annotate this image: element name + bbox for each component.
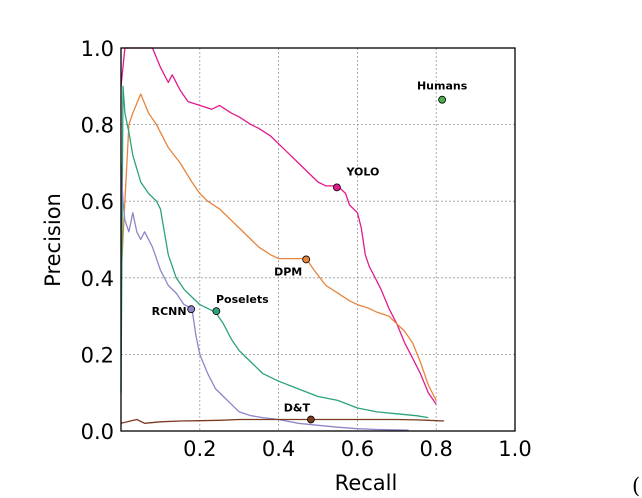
x-tick-label: 0.4: [262, 437, 295, 461]
point-marker-yolo: [333, 183, 341, 192]
series-line-dt: [120, 418, 445, 424]
point-marker-poselets: [212, 307, 221, 316]
point-markers: [187, 95, 447, 424]
point-label-poselets: Poselets: [216, 293, 269, 306]
x-tick-label: 1.0: [498, 437, 531, 461]
point-marker-rcnn: [187, 305, 196, 314]
series-line-yolo: [120, 47, 437, 405]
x-tick-label: 0.2: [183, 437, 216, 461]
series-line-poselets: [120, 85, 429, 419]
y-tick-label: 0.6: [81, 190, 114, 214]
plot-frame: [120, 47, 516, 432]
grid-lines: [121, 48, 515, 431]
point-label-humans: Humans: [417, 80, 468, 93]
y-tick-label: 0.8: [81, 114, 114, 138]
y-tick-label: 0.2: [81, 343, 114, 367]
point-marker-dpm: [302, 255, 311, 264]
series-line-rcnn: [120, 162, 409, 431]
point-marker-dt: [307, 415, 315, 424]
tick-labels: 0.2 0.4 0.6 0.8 1.0 0.0 0.2 0.4 0.6 0.8 1.0: [81, 37, 532, 461]
point-marker-humans: [438, 95, 447, 104]
point-label-yolo: YOLO: [345, 165, 379, 178]
point-labels: Humans YOLO DPM Poselets RCNN D&T: [152, 80, 468, 415]
x-axis-title: Recall: [335, 471, 398, 495]
x-tick-label: 0.8: [419, 437, 452, 461]
y-axis-title: Precision: [41, 193, 65, 287]
point-label-dt: D&T: [284, 402, 311, 415]
series-line-dpm: [120, 93, 437, 401]
clipped-caption-char: (: [632, 474, 641, 498]
point-label-rcnn: RCNN: [152, 305, 187, 318]
y-tick-label: 0.4: [81, 267, 114, 291]
y-tick-label: 1.0: [81, 37, 114, 61]
y-tick-label: 0.0: [81, 420, 114, 444]
x-tick-label: 0.6: [341, 437, 374, 461]
point-label-dpm: DPM: [274, 265, 302, 278]
series-lines: [120, 47, 445, 431]
